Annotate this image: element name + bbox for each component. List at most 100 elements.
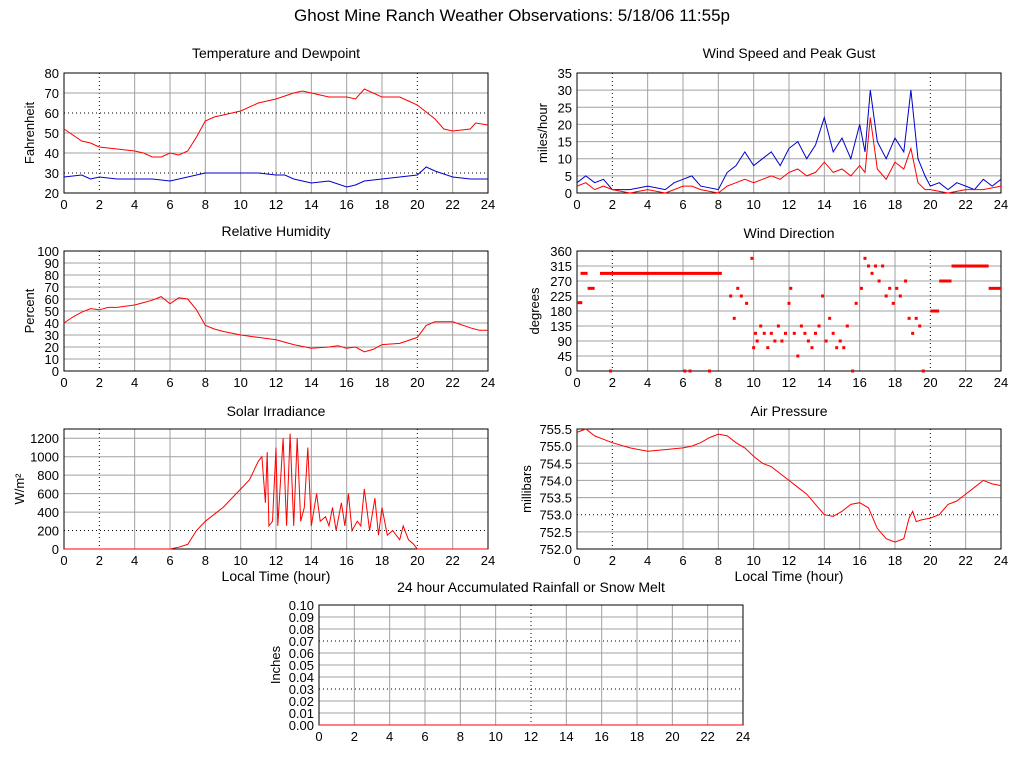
x-tick-label: 14 — [817, 375, 831, 390]
y-tick-label: 10 — [558, 152, 572, 167]
y-tick-label: 0.01 — [289, 706, 314, 721]
y-tick-label: 20 — [45, 186, 59, 201]
x-tick-label: 14 — [304, 197, 318, 212]
y-tick-label: 45 — [558, 349, 572, 364]
plot-frame — [63, 72, 489, 194]
series-line-0 — [64, 433, 488, 550]
y-tick-label: 360 — [550, 244, 572, 259]
y-tick-label: 20 — [45, 340, 59, 355]
direction-point — [755, 339, 759, 343]
x-tick-label: 8 — [715, 197, 722, 212]
y-tick-label: 25 — [558, 100, 572, 115]
y-tick-label: 1200 — [30, 431, 59, 446]
direction-point — [898, 294, 902, 298]
x-tick-label: 4 — [644, 553, 651, 568]
direction-point — [828, 316, 832, 320]
x-tick-label: 2 — [96, 197, 103, 212]
y-tick-label: 754.5 — [539, 456, 572, 471]
x-tick-label: 24 — [481, 375, 495, 390]
direction-point — [766, 346, 770, 350]
chart-rain: 24 hour Accumulated Rainfall or Snow Mel… — [268, 579, 750, 744]
x-tick-label: 6 — [166, 553, 173, 568]
x-tick-label: 0 — [315, 729, 322, 744]
x-tick-label: 4 — [131, 197, 138, 212]
direction-point — [907, 316, 911, 320]
x-tick-label: 6 — [679, 197, 686, 212]
y-axis-label: degrees — [527, 287, 542, 334]
direction-point — [783, 331, 787, 335]
x-tick-label: 24 — [481, 553, 495, 568]
direction-point — [796, 354, 800, 358]
y-tick-label: 800 — [37, 468, 59, 483]
y-tick-label: 755.0 — [539, 439, 572, 454]
y-tick-label: 30 — [45, 166, 59, 181]
x-tick-label: 10 — [746, 553, 760, 568]
direction-point — [799, 324, 803, 328]
direction-point — [806, 339, 810, 343]
y-tick-label: 0.04 — [289, 670, 314, 685]
y-tick-label: 100 — [37, 244, 59, 259]
direction-point — [881, 264, 885, 268]
x-tick-label: 20 — [410, 375, 424, 390]
chart-title: Wind Speed and Peak Gust — [703, 45, 876, 61]
direction-point — [877, 279, 881, 283]
y-tick-label: 70 — [45, 86, 59, 101]
y-tick-label: 5 — [565, 169, 572, 184]
x-tick-label: 0 — [60, 197, 67, 212]
y-axis-label: Percent — [22, 288, 37, 333]
y-axis-label: W/m² — [12, 473, 27, 505]
x-tick-label: 8 — [202, 553, 209, 568]
y-tick-label: 135 — [550, 319, 572, 334]
series-line-0 — [63, 88, 489, 158]
y-tick-label: 15 — [558, 135, 572, 150]
x-tick-label: 12 — [782, 375, 796, 390]
x-tick-label: 2 — [96, 375, 103, 390]
direction-point — [609, 369, 613, 373]
direction-point — [884, 294, 888, 298]
direction-point — [683, 369, 687, 373]
y-tick-label: 0 — [565, 186, 572, 201]
x-tick-label: 22 — [445, 375, 459, 390]
x-tick-label: 20 — [923, 375, 937, 390]
x-tick-label: 12 — [269, 553, 283, 568]
x-tick-label: 10 — [233, 553, 247, 568]
x-tick-label: 10 — [746, 375, 760, 390]
x-tick-label: 22 — [445, 197, 459, 212]
chart-title: Wind Direction — [743, 225, 834, 241]
x-tick-label: 10 — [488, 729, 502, 744]
y-tick-label: 50 — [45, 304, 59, 319]
x-tick-label: 0 — [60, 553, 67, 568]
x-tick-label: 0 — [573, 197, 580, 212]
direction-point — [867, 264, 870, 268]
x-tick-label: 16 — [339, 197, 353, 212]
x-tick-label: 6 — [166, 197, 173, 212]
direction-point — [842, 346, 846, 350]
direction-point — [817, 324, 821, 328]
direction-point — [845, 324, 849, 328]
x-tick-label: 4 — [386, 729, 393, 744]
direction-point — [729, 294, 733, 298]
y-tick-label: 752.0 — [539, 542, 572, 557]
y-tick-label: 40 — [45, 316, 59, 331]
direction-point — [824, 339, 828, 343]
y-tick-label: 0.06 — [289, 646, 314, 661]
direction-point — [874, 264, 878, 268]
x-tick-label: 16 — [852, 553, 866, 568]
x-tick-label: 10 — [233, 375, 247, 390]
x-tick-label: 2 — [609, 553, 616, 568]
y-tick-label: 0.07 — [289, 634, 314, 649]
direction-point — [888, 286, 892, 290]
x-tick-label: 4 — [644, 375, 651, 390]
plot-frame — [576, 72, 1002, 194]
y-tick-label: 0 — [52, 542, 59, 557]
x-tick-label: 14 — [817, 197, 831, 212]
direction-point — [803, 331, 807, 335]
x-tick-label: 6 — [679, 553, 686, 568]
direction-point — [780, 339, 784, 343]
x-tick-label: 6 — [679, 375, 686, 390]
x-tick-label: 8 — [202, 197, 209, 212]
y-tick-label: 180 — [550, 304, 572, 319]
